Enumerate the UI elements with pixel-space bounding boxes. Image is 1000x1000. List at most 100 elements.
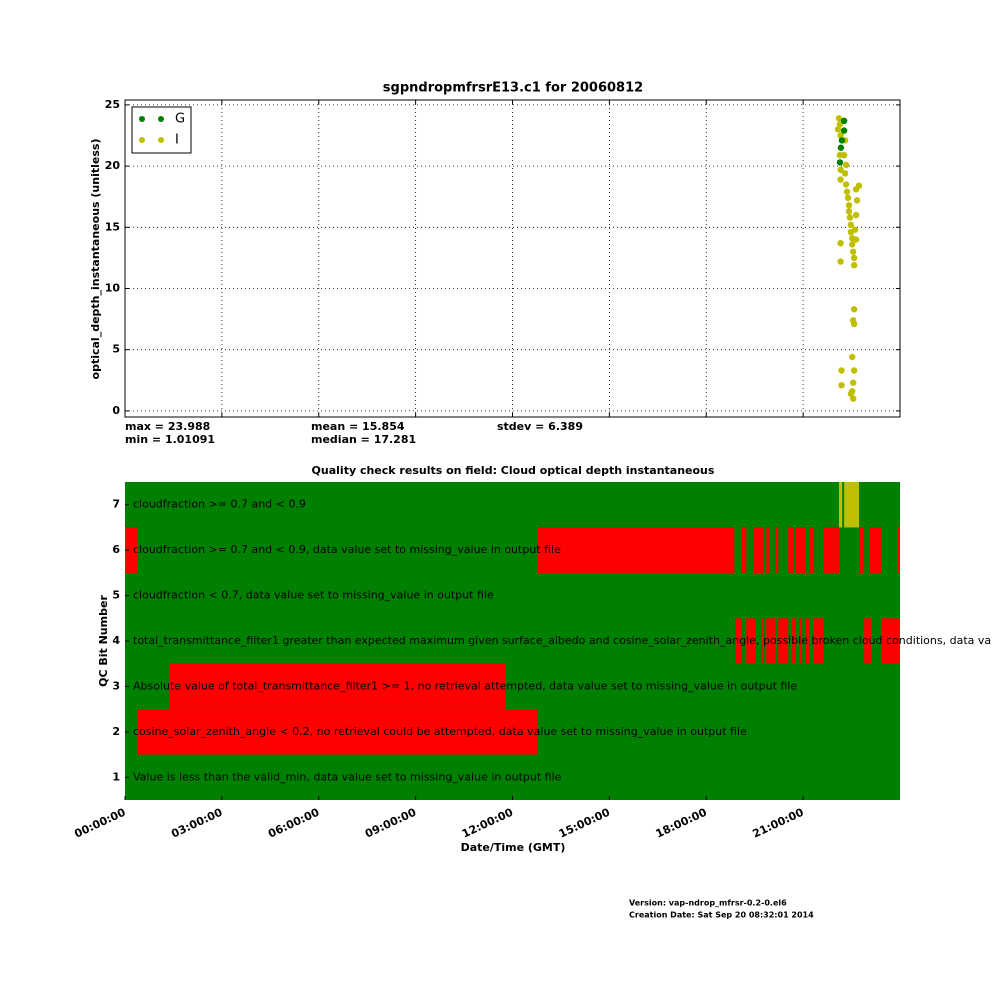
y-axis-label: optical_depth_instantaneous (unitless) (89, 139, 102, 380)
plot-area (125, 100, 900, 417)
qc-segment (762, 618, 765, 664)
x-tick-label: 12:00:00 (460, 806, 515, 841)
qc-segment (792, 618, 797, 664)
qc-segment (814, 618, 824, 664)
row-label: cloudfraction < 0.7, data value set to m… (133, 589, 494, 602)
point (850, 254, 858, 262)
point (849, 353, 856, 361)
point (838, 137, 846, 144)
qc-segment (869, 527, 881, 573)
plot-frame (124, 99, 901, 418)
point (850, 367, 858, 374)
y-tick-label: 1 (112, 770, 120, 783)
x-tick-label: 06:00:00 (266, 806, 321, 841)
legend-marker (139, 137, 145, 143)
qc-segment (796, 527, 806, 573)
qc-segment (778, 618, 789, 664)
y-tick-label: 3 (112, 679, 120, 692)
y-tick-label: 25 (105, 98, 120, 111)
x-tick-label: 09:00:00 (363, 806, 418, 841)
qc-segment (858, 527, 865, 573)
point (836, 159, 844, 166)
point (835, 115, 843, 122)
qc-segment (766, 618, 776, 664)
point (850, 306, 858, 313)
y-tick-label: 2 (112, 725, 120, 738)
point (855, 182, 863, 189)
x-tick-label: 21:00:00 (751, 806, 806, 841)
legend-marker (139, 116, 145, 122)
qc-segment (766, 527, 770, 573)
y-tick-label: 6 (112, 543, 120, 556)
point (838, 367, 845, 374)
stat-annotation: median = 17.281 (311, 433, 416, 446)
qc-segment (775, 527, 779, 573)
qc-segment (136, 709, 538, 755)
point (837, 258, 844, 265)
qc-segment (844, 482, 859, 528)
y-tick-label: 0 (112, 404, 120, 417)
qc-segment (537, 527, 735, 573)
qc-segment (168, 663, 506, 710)
row-label: Value is less than the valid_min, data v… (133, 770, 562, 783)
qc-segment (805, 618, 810, 664)
y-tick-label: 20 (105, 159, 121, 172)
qc-segment (838, 482, 843, 528)
point (850, 320, 858, 328)
point (837, 240, 844, 247)
qc-segment (735, 618, 743, 664)
legend-label: G (175, 112, 185, 127)
qc-segment (741, 527, 747, 573)
y-axis-label: QC Bit Number (97, 595, 110, 687)
row-label: Absolute value of total_transmittance_fi… (133, 679, 797, 692)
row-label: total_transmittance_filter1 greater than… (133, 634, 991, 647)
point (834, 126, 842, 133)
y-tick-label: 4 (112, 634, 120, 647)
qc-segment (809, 527, 815, 573)
point (849, 248, 857, 255)
qc-segment (864, 618, 871, 664)
stat-annotation: min = 1.01091 (125, 433, 215, 446)
stat-annotation: mean = 15.854 (311, 420, 405, 433)
point (837, 166, 844, 173)
qc-segment (788, 527, 794, 573)
chart-title: Quality check results on field: Cloud op… (312, 464, 715, 477)
point (849, 379, 857, 386)
row-label: cloudfraction >= 0.7 and < 0.9, data val… (133, 543, 561, 556)
point (847, 221, 855, 229)
point (852, 211, 860, 219)
legend-box (131, 106, 192, 154)
point (837, 132, 844, 139)
point (846, 214, 854, 221)
point (849, 241, 856, 248)
point (840, 117, 848, 125)
point (853, 197, 861, 204)
point (844, 194, 852, 202)
qc-segment (754, 527, 764, 573)
point (842, 181, 850, 188)
legend-marker (158, 116, 164, 122)
qc-segment (897, 527, 900, 573)
point (838, 381, 845, 389)
point (847, 390, 855, 397)
y-tick-label: 5 (112, 343, 120, 356)
y-tick-label: 7 (112, 498, 120, 511)
stat-annotation: stdev = 6.389 (497, 420, 583, 433)
creation-date: Creation Date: Sat Sep 20 08:32:01 2014 (629, 911, 814, 920)
point (842, 161, 850, 169)
point (845, 208, 853, 215)
qc-segment (799, 618, 803, 664)
y-tick-label: 5 (112, 589, 120, 602)
point (837, 176, 844, 183)
point (851, 226, 859, 233)
qc-segment (125, 527, 137, 573)
x-tick-label: 00:00:00 (72, 806, 127, 841)
y-tick-label: 10 (105, 281, 121, 294)
point (836, 121, 844, 128)
qc-segment (823, 527, 839, 573)
version: Version: vap-ndrop_mfrsr-0.2-0.el6 (629, 899, 787, 908)
legend-label: I (175, 133, 179, 148)
x-tick-label: 15:00:00 (557, 806, 612, 841)
point (850, 262, 858, 269)
